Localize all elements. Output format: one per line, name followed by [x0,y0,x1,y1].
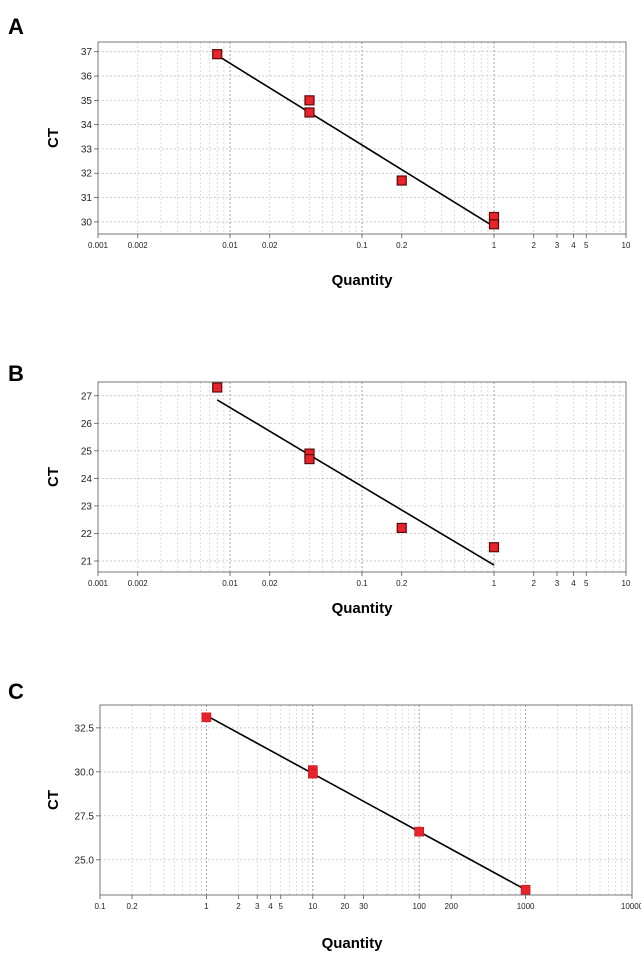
panel-letter: C [8,679,24,704]
x-tick-label: 0.002 [128,579,149,588]
y-axis-title: CT [45,128,62,148]
x-tick-label: 4 [571,241,576,250]
data-point [488,542,500,553]
x-tick-label: 3 [555,241,560,250]
plot-frame [99,704,633,896]
chart-panel-a: A0.001 0.002 0.01 0.02 0.1 0.2 1 2 3 4 5 1030313233… [8,14,631,289]
y-tick-label: 25.0 [75,855,95,866]
x-tick-label: 1 [492,579,497,588]
y-tick-label: 27 [81,391,93,402]
y-tick-label: 32.5 [75,723,95,734]
data-point [307,768,318,779]
data-point [201,712,212,723]
data-point [304,454,315,465]
chart-panel-b: B0.001 0.002 0.01 0.02 0.1 0.2 1 2 3 4 5 1021222324… [8,361,631,617]
y-tick-label: 32 [81,169,93,180]
x-tick-label: 3 [255,902,260,911]
data-point [212,49,223,60]
y-tick-label: 37 [81,47,93,58]
x-tick-label: 30 [359,902,368,911]
y-tick-label: 36 [81,72,93,83]
x-tick-label: 0.02 [262,241,278,250]
data-point [414,826,425,837]
panel-letter: A [8,14,24,39]
grid [98,382,626,572]
y-tick-label: 27.5 [75,811,95,822]
panel-letter: B [8,361,24,386]
y-tick-label: 25 [81,446,93,457]
fit-line [216,54,495,228]
x-tick-label: 0.1 [94,902,106,911]
y-tick-label: 30.0 [75,767,95,778]
x-tick-label: 2 [532,241,537,250]
grid [100,705,632,895]
x-tick-label: 3 [555,579,560,588]
y-tick-label: 23 [81,501,93,512]
x-tick-label: 0.2 [396,241,408,250]
x-tick-label: 0.2 [396,579,408,588]
data-point [304,95,315,106]
y-tick-label: 22 [81,529,93,540]
x-tick-label: 2 [532,579,537,588]
y-tick-label: 21 [81,556,93,567]
y-tick-label: 26 [81,419,93,430]
fit-line [216,399,495,566]
x-tick-label: 5 [584,579,589,588]
y-tick-label: 34 [81,120,93,131]
x-tick-label: 5 [584,241,589,250]
x-tick-label: 0.002 [128,241,149,250]
y-tick-label: 30 [81,217,93,228]
y-tick-label: 31 [81,193,93,204]
y-axis-title: CT [45,790,62,810]
data-point [396,175,407,186]
y-axis-title: CT [45,467,62,487]
x-axis-title: Quantity [332,272,393,289]
x-tick-label: 20 [340,902,349,911]
data-point [212,382,223,393]
x-tick-label: 10 [622,241,631,250]
x-tick-label: 0.02 [262,579,278,588]
data-point [520,884,531,895]
y-tick-label: 33 [81,144,93,155]
data-point [488,219,500,230]
x-tick-label: 100 [413,902,427,911]
plot-area [100,705,632,895]
x-tick-label: 10 [308,902,317,911]
x-tick-label: 1000 [517,902,535,911]
x-tick-label: 0.01 [222,579,238,588]
x-axis-title: Quantity [332,600,393,617]
chart-panel-c: C 0.1 0.2 1 2 3 4 5 10 20 30 100 200 1000 10000 25.0 27.… [8,679,641,952]
x-tick-label: 0.1 [356,579,368,588]
y-tick-label: 24 [81,474,93,485]
x-tick-label: 1 [492,241,497,250]
grid [98,42,626,234]
x-tick-label: 0.001 [88,579,109,588]
x-tick-label: 1 [204,902,209,911]
x-tick-label: 0.001 [88,241,109,250]
x-tick-label: 0.1 [356,241,368,250]
x-tick-label: 0.2 [126,902,138,911]
plot-area [98,382,626,572]
x-tick-label: 4 [571,579,576,588]
y-tick-label: 35 [81,96,93,107]
x-tick-label: 5 [279,902,284,911]
fit-line [206,714,526,891]
x-tick-label: 10000 [621,902,641,911]
data-point [396,522,407,534]
x-tick-label: 4 [268,902,273,911]
x-axis-title: Quantity [322,935,383,952]
data-point [304,107,315,118]
x-tick-label: 10 [622,579,631,588]
x-tick-label: 200 [445,902,459,911]
x-tick-label: 2 [236,902,241,911]
x-tick-label: 0.01 [222,241,238,250]
